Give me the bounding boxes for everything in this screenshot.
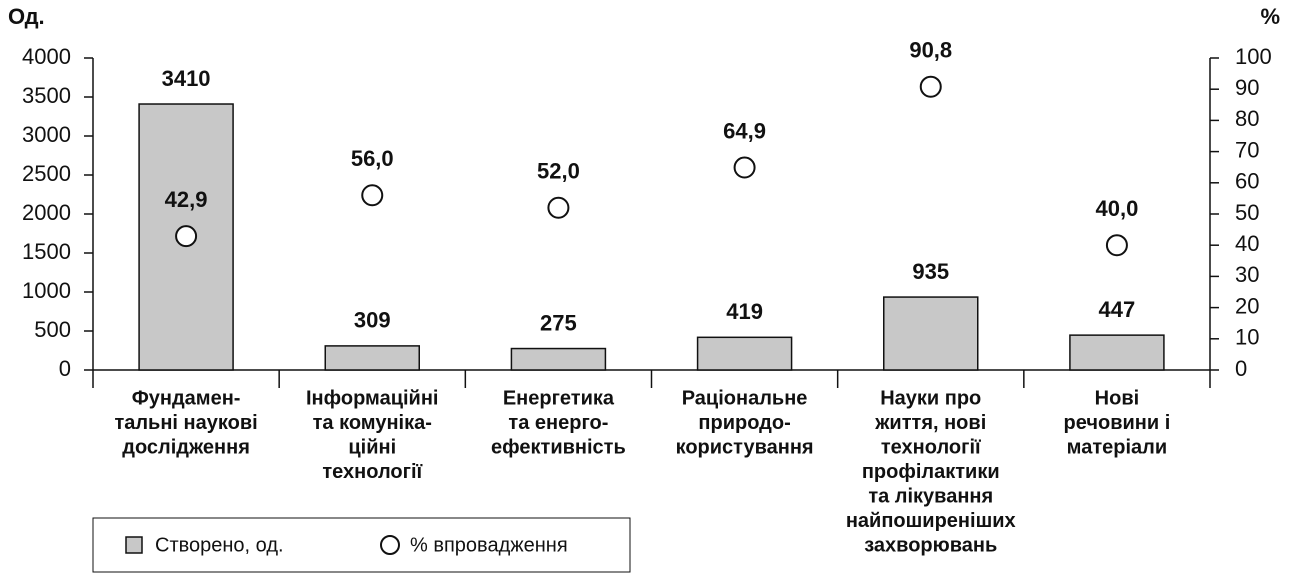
x-tick-label: природо- bbox=[698, 412, 790, 434]
bar-value-label: 447 bbox=[1099, 297, 1136, 322]
y2-tick-label: 100 bbox=[1235, 44, 1272, 69]
bar bbox=[696, 336, 793, 371]
x-tick-label: ційні bbox=[348, 436, 396, 458]
y2-tick-label: 40 bbox=[1235, 231, 1259, 256]
dot bbox=[175, 225, 198, 248]
dot-value-label: 52,0 bbox=[537, 159, 580, 184]
y2-tick-label: 90 bbox=[1235, 75, 1259, 100]
x-tick-label: Енергетика bbox=[503, 387, 615, 409]
x-tick-label: ефективність bbox=[491, 436, 626, 458]
x-tick-label: Науки про bbox=[880, 387, 981, 409]
y2-axis-label: % bbox=[1260, 4, 1280, 29]
y2-tick-label: 20 bbox=[1235, 293, 1259, 318]
y2-tick-label: 30 bbox=[1235, 262, 1259, 287]
dot-value-label: 56,0 bbox=[351, 146, 394, 171]
dot-value-label: 40,0 bbox=[1096, 196, 1139, 221]
bar bbox=[324, 345, 420, 371]
x-tick-label: Раціональне bbox=[682, 387, 808, 409]
legend-label: Створено, од. bbox=[155, 534, 284, 556]
x-tick-label: життя, нові bbox=[874, 412, 986, 434]
x-tick-label: користування bbox=[676, 436, 814, 458]
dot bbox=[361, 184, 384, 207]
y2-tick-label: 60 bbox=[1235, 169, 1259, 194]
dot-value-label: 64,9 bbox=[723, 118, 766, 143]
y2-tick-label: 50 bbox=[1235, 200, 1259, 225]
bar-value-label: 275 bbox=[540, 310, 577, 335]
bar-value-label: 3410 bbox=[162, 66, 211, 91]
x-tick-label: та комуніка- bbox=[313, 412, 432, 434]
bar bbox=[883, 296, 979, 371]
legend-label: % впровадження bbox=[410, 534, 568, 556]
x-tick-label: Нові bbox=[1095, 387, 1140, 409]
x-tick-label: та енерго- bbox=[508, 412, 608, 434]
y-tick-label: 3500 bbox=[22, 83, 71, 108]
dot-value-label: 90,8 bbox=[909, 38, 952, 63]
x-tick-label: дослідження bbox=[122, 436, 250, 458]
bar-value-label: 935 bbox=[912, 259, 949, 284]
dot bbox=[919, 75, 942, 98]
bar-value-label: 309 bbox=[354, 308, 391, 333]
x-tick-label: Фундамен- bbox=[132, 387, 241, 409]
x-tick-label: профілактики bbox=[862, 461, 1000, 483]
dot-value-label: 42,9 bbox=[165, 187, 208, 212]
bar bbox=[1069, 334, 1165, 371]
dot bbox=[733, 156, 756, 179]
x-tick-label: технології bbox=[881, 436, 981, 458]
x-tick-label: найпоширеніших bbox=[846, 510, 1016, 532]
y-tick-label: 0 bbox=[59, 356, 71, 381]
y-tick-label: 1000 bbox=[22, 278, 71, 303]
y-tick-label: 2000 bbox=[22, 200, 71, 225]
x-tick-label: та лікування bbox=[868, 485, 993, 507]
y-axis-label: Од. bbox=[8, 4, 45, 29]
dot bbox=[1105, 234, 1128, 257]
x-tick-label: захворювань bbox=[864, 534, 997, 556]
x-tick-label: Інформаційні bbox=[306, 387, 438, 409]
y2-tick-label: 0 bbox=[1235, 356, 1247, 381]
y2-tick-label: 80 bbox=[1235, 106, 1259, 131]
bar-value-label: 419 bbox=[726, 299, 763, 324]
x-tick-label: тальні наукові bbox=[114, 412, 257, 434]
y-tick-label: 500 bbox=[34, 317, 71, 342]
bar bbox=[510, 347, 607, 371]
y-tick-label: 2500 bbox=[22, 161, 71, 186]
legend-swatch bbox=[125, 536, 143, 554]
y2-tick-label: 10 bbox=[1235, 325, 1259, 350]
y-tick-label: 1500 bbox=[22, 239, 71, 264]
y2-tick-label: 70 bbox=[1235, 137, 1259, 162]
legend-swatch bbox=[380, 535, 400, 555]
x-tick-label: речовини і bbox=[1064, 412, 1171, 434]
x-tick-label: матеріали bbox=[1067, 436, 1167, 458]
dot bbox=[547, 196, 570, 219]
y-tick-label: 3000 bbox=[22, 122, 71, 147]
x-tick-label: технології bbox=[322, 461, 422, 483]
legend-box bbox=[92, 517, 631, 573]
y-tick-label: 4000 bbox=[22, 44, 71, 69]
